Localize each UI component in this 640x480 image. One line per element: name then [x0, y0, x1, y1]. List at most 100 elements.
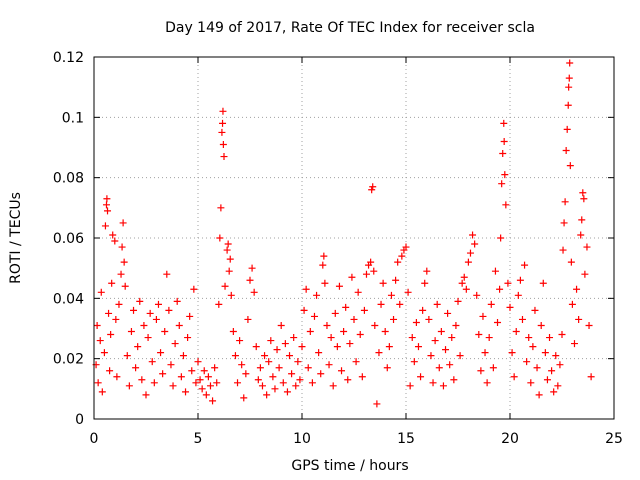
data-point: [494, 318, 502, 326]
data-point: [125, 382, 133, 390]
data-point: [356, 331, 364, 339]
data-point: [171, 340, 179, 348]
data-point: [179, 352, 187, 360]
data-point: [323, 321, 331, 329]
data-points: [92, 59, 595, 408]
data-point: [414, 343, 422, 351]
data-point: [406, 382, 414, 390]
data-point: [487, 300, 495, 308]
data-point: [558, 331, 566, 339]
data-point: [437, 328, 445, 336]
data-point: [508, 349, 516, 357]
x-tick-label: 20: [501, 431, 519, 447]
data-point: [163, 270, 171, 278]
data-point: [107, 331, 115, 339]
data-point: [575, 315, 583, 323]
data-point: [96, 337, 104, 345]
data-point: [562, 147, 570, 155]
data-point: [198, 385, 206, 393]
data-point: [358, 373, 366, 381]
data-point: [248, 264, 256, 272]
data-point: [325, 361, 333, 369]
data-point: [512, 328, 520, 336]
data-point: [496, 285, 504, 293]
data-point: [431, 337, 439, 345]
data-point: [554, 382, 562, 390]
data-point: [101, 222, 109, 230]
data-point: [578, 216, 586, 224]
data-point: [379, 279, 387, 287]
data-point: [566, 59, 574, 67]
data-point: [502, 201, 510, 209]
data-point: [169, 382, 177, 390]
data-point: [175, 321, 183, 329]
data-point: [219, 119, 227, 127]
data-point: [275, 364, 283, 372]
y-axis-label: ROTI / TECUs: [8, 192, 24, 284]
data-point: [568, 300, 576, 308]
data-point: [566, 162, 574, 170]
data-point: [350, 315, 358, 323]
data-point: [244, 315, 252, 323]
data-point: [460, 273, 468, 281]
data-point: [452, 321, 460, 329]
data-point: [383, 364, 391, 372]
data-point: [138, 376, 146, 384]
data-point: [109, 231, 117, 239]
x-tick-label: 15: [397, 431, 415, 447]
data-point: [371, 321, 379, 329]
data-point: [408, 334, 416, 342]
data-point: [265, 358, 273, 366]
data-point: [290, 334, 298, 342]
data-point: [479, 312, 487, 320]
data-point: [136, 297, 144, 305]
data-point: [194, 358, 202, 366]
data-point: [504, 279, 512, 287]
data-point: [310, 312, 318, 320]
data-point: [246, 276, 254, 284]
data-point: [500, 137, 508, 145]
data-point: [319, 261, 327, 269]
data-point: [402, 243, 410, 251]
data-point: [579, 189, 587, 197]
data-point: [211, 364, 219, 372]
data-point: [165, 306, 173, 314]
data-point: [548, 367, 556, 375]
data-point: [370, 267, 378, 275]
data-point: [256, 364, 264, 372]
data-point: [315, 349, 323, 357]
data-point: [560, 219, 568, 227]
data-point: [585, 321, 593, 329]
data-point: [527, 379, 535, 387]
y-tick-label: 0.08: [53, 171, 84, 187]
data-point: [368, 186, 376, 194]
data-point: [213, 379, 221, 387]
data-point: [580, 195, 588, 203]
data-point: [261, 352, 269, 360]
data-point: [346, 340, 354, 348]
data-point: [105, 309, 113, 317]
data-point: [300, 306, 308, 314]
data-point: [271, 385, 279, 393]
data-point: [362, 270, 370, 278]
data-point: [454, 297, 462, 305]
data-point: [439, 382, 447, 390]
data-point: [425, 315, 433, 323]
data-point: [123, 352, 131, 360]
data-point: [298, 343, 306, 351]
data-point: [573, 285, 581, 293]
data-point: [398, 252, 406, 260]
data-point: [567, 258, 575, 266]
data-point: [500, 119, 508, 127]
data-point: [442, 346, 450, 354]
data-point: [352, 358, 360, 366]
data-point: [444, 309, 452, 317]
data-point: [506, 303, 514, 311]
data-point: [546, 334, 554, 342]
data-point: [525, 334, 533, 342]
data-point: [117, 270, 125, 278]
data-point: [354, 288, 362, 296]
data-point: [497, 234, 505, 242]
data-point: [469, 231, 477, 239]
data-point: [161, 328, 169, 336]
